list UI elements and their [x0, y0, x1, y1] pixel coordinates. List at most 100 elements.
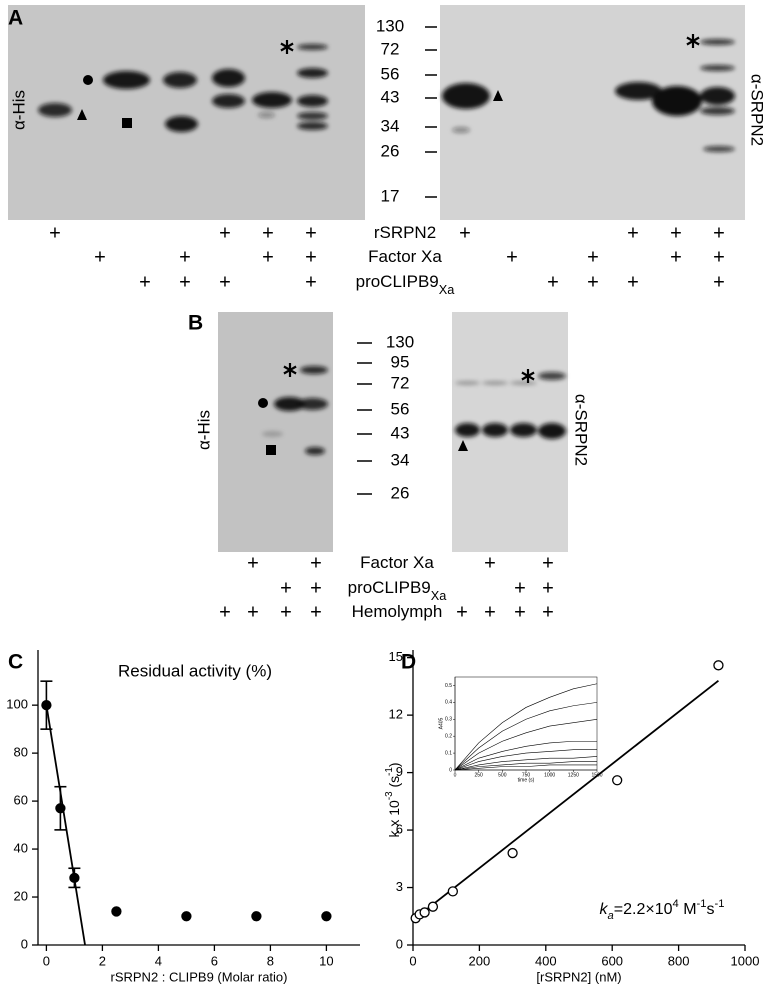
data-point — [251, 911, 262, 922]
asterisk-symbol — [686, 34, 700, 48]
data-point — [447, 886, 458, 897]
y-tick-label: 60 — [14, 793, 28, 808]
marker-label: 56 — [391, 399, 410, 418]
x-tick-label: 0 — [409, 953, 416, 968]
y-tick-label: 80 — [14, 745, 28, 760]
plus-sign: + — [484, 601, 496, 623]
row-label-name: rSRPN2 — [374, 223, 436, 242]
x-tick-label: 1500 — [591, 772, 602, 778]
plus-sign: + — [219, 222, 231, 244]
marker-label: 43 — [391, 423, 410, 442]
square-symbol — [266, 445, 276, 455]
plus-sign: + — [219, 271, 231, 293]
x-axis-label: [rSRPN2] (nM) — [536, 969, 621, 984]
text-part: s — [706, 901, 714, 918]
curve — [454, 764, 597, 771]
plus-sign: + — [547, 271, 559, 293]
band — [482, 423, 508, 437]
x-tick-label: 10 — [319, 953, 333, 968]
curve — [454, 718, 598, 771]
plus-sign: + — [587, 271, 599, 293]
plus-sign: + — [506, 246, 518, 268]
data-point — [507, 847, 518, 859]
plus-sign: + — [514, 577, 526, 599]
y-tick-label: 0 — [449, 767, 452, 773]
text-part: -3 — [384, 791, 395, 800]
marker-label: 34 — [381, 116, 400, 135]
plus-sign: + — [713, 271, 725, 293]
plus-sign: + — [514, 601, 526, 623]
band — [305, 447, 325, 455]
data-point — [41, 700, 52, 711]
x-tick-label: 750 — [522, 772, 531, 778]
band — [700, 65, 735, 71]
x-tick-label: 0 — [43, 953, 50, 968]
band — [38, 103, 72, 117]
y-tick-label: 0 — [21, 936, 28, 951]
x-tick-label: 4 — [155, 953, 162, 968]
x-tick-label: 1250 — [568, 772, 579, 778]
row-label-name: proCLIPB9 — [348, 578, 431, 597]
band — [455, 381, 480, 385]
data-point — [419, 907, 430, 918]
antibody-label: α-SRPN2 — [572, 394, 591, 466]
row-label-subscript: Xa — [439, 282, 456, 297]
data-point — [69, 872, 80, 883]
plus-sign: + — [310, 577, 322, 599]
curve — [454, 740, 597, 771]
x-axis-label: rSRPN2 : CLIPB9 (Molar ratio) — [111, 969, 288, 984]
y-tick-label: 0.1 — [445, 750, 452, 756]
band — [700, 87, 735, 105]
band — [212, 69, 245, 87]
band — [163, 72, 197, 88]
asterisk-symbol — [283, 363, 297, 377]
inset-frame — [454, 676, 598, 771]
plus-sign: + — [542, 552, 554, 574]
text-part: M — [679, 901, 697, 918]
y-tick-label: 6 — [396, 822, 403, 837]
text-part: =2.2×10 — [614, 901, 673, 918]
text-part: -1 — [384, 767, 395, 776]
plus-sign: + — [587, 246, 599, 268]
row-label: Hemolymph — [352, 602, 443, 621]
x-tick-label: 2 — [99, 953, 106, 968]
band — [452, 127, 470, 133]
marker-label: 56 — [381, 64, 400, 83]
row-label-name: Factor Xa — [368, 247, 442, 266]
fit-line — [45, 705, 86, 946]
y-tick-label: 40 — [14, 841, 28, 856]
x-tick-label: 1000 — [544, 772, 555, 778]
band — [274, 397, 305, 411]
plus-sign: + — [219, 601, 231, 623]
asterisk-stroke — [521, 371, 535, 381]
y-tick-label: 0.2 — [445, 734, 452, 740]
curve — [454, 761, 597, 771]
plus-sign: + — [305, 222, 317, 244]
blot-a-right — [440, 5, 745, 220]
x-tick-label: 400 — [535, 953, 557, 968]
y-tick-label: 15 — [389, 649, 403, 664]
curve — [454, 683, 598, 771]
y-tick-label: 0.3 — [445, 717, 452, 723]
band — [455, 423, 480, 437]
x-tick-label: 250 — [474, 772, 483, 778]
text-part: 4 — [673, 898, 679, 910]
row-label-name: Factor Xa — [360, 553, 434, 572]
text-part: a — [608, 910, 614, 922]
plus-sign: + — [280, 577, 292, 599]
band — [297, 112, 328, 120]
data-point — [321, 911, 332, 922]
band — [252, 92, 292, 108]
circle-symbol — [258, 398, 268, 408]
asterisk-symbol — [280, 40, 294, 54]
panel-letter: D — [401, 651, 416, 674]
data-point — [111, 906, 122, 917]
fit-line — [412, 679, 719, 921]
plus-sign: + — [305, 271, 317, 293]
y-axis-label: k x 10-3 (s-1) — [384, 762, 402, 837]
marker-label: 43 — [381, 87, 400, 106]
y-tick-label: 0 — [396, 936, 403, 951]
marker-label: 26 — [391, 483, 410, 502]
plus-sign: + — [713, 222, 725, 244]
